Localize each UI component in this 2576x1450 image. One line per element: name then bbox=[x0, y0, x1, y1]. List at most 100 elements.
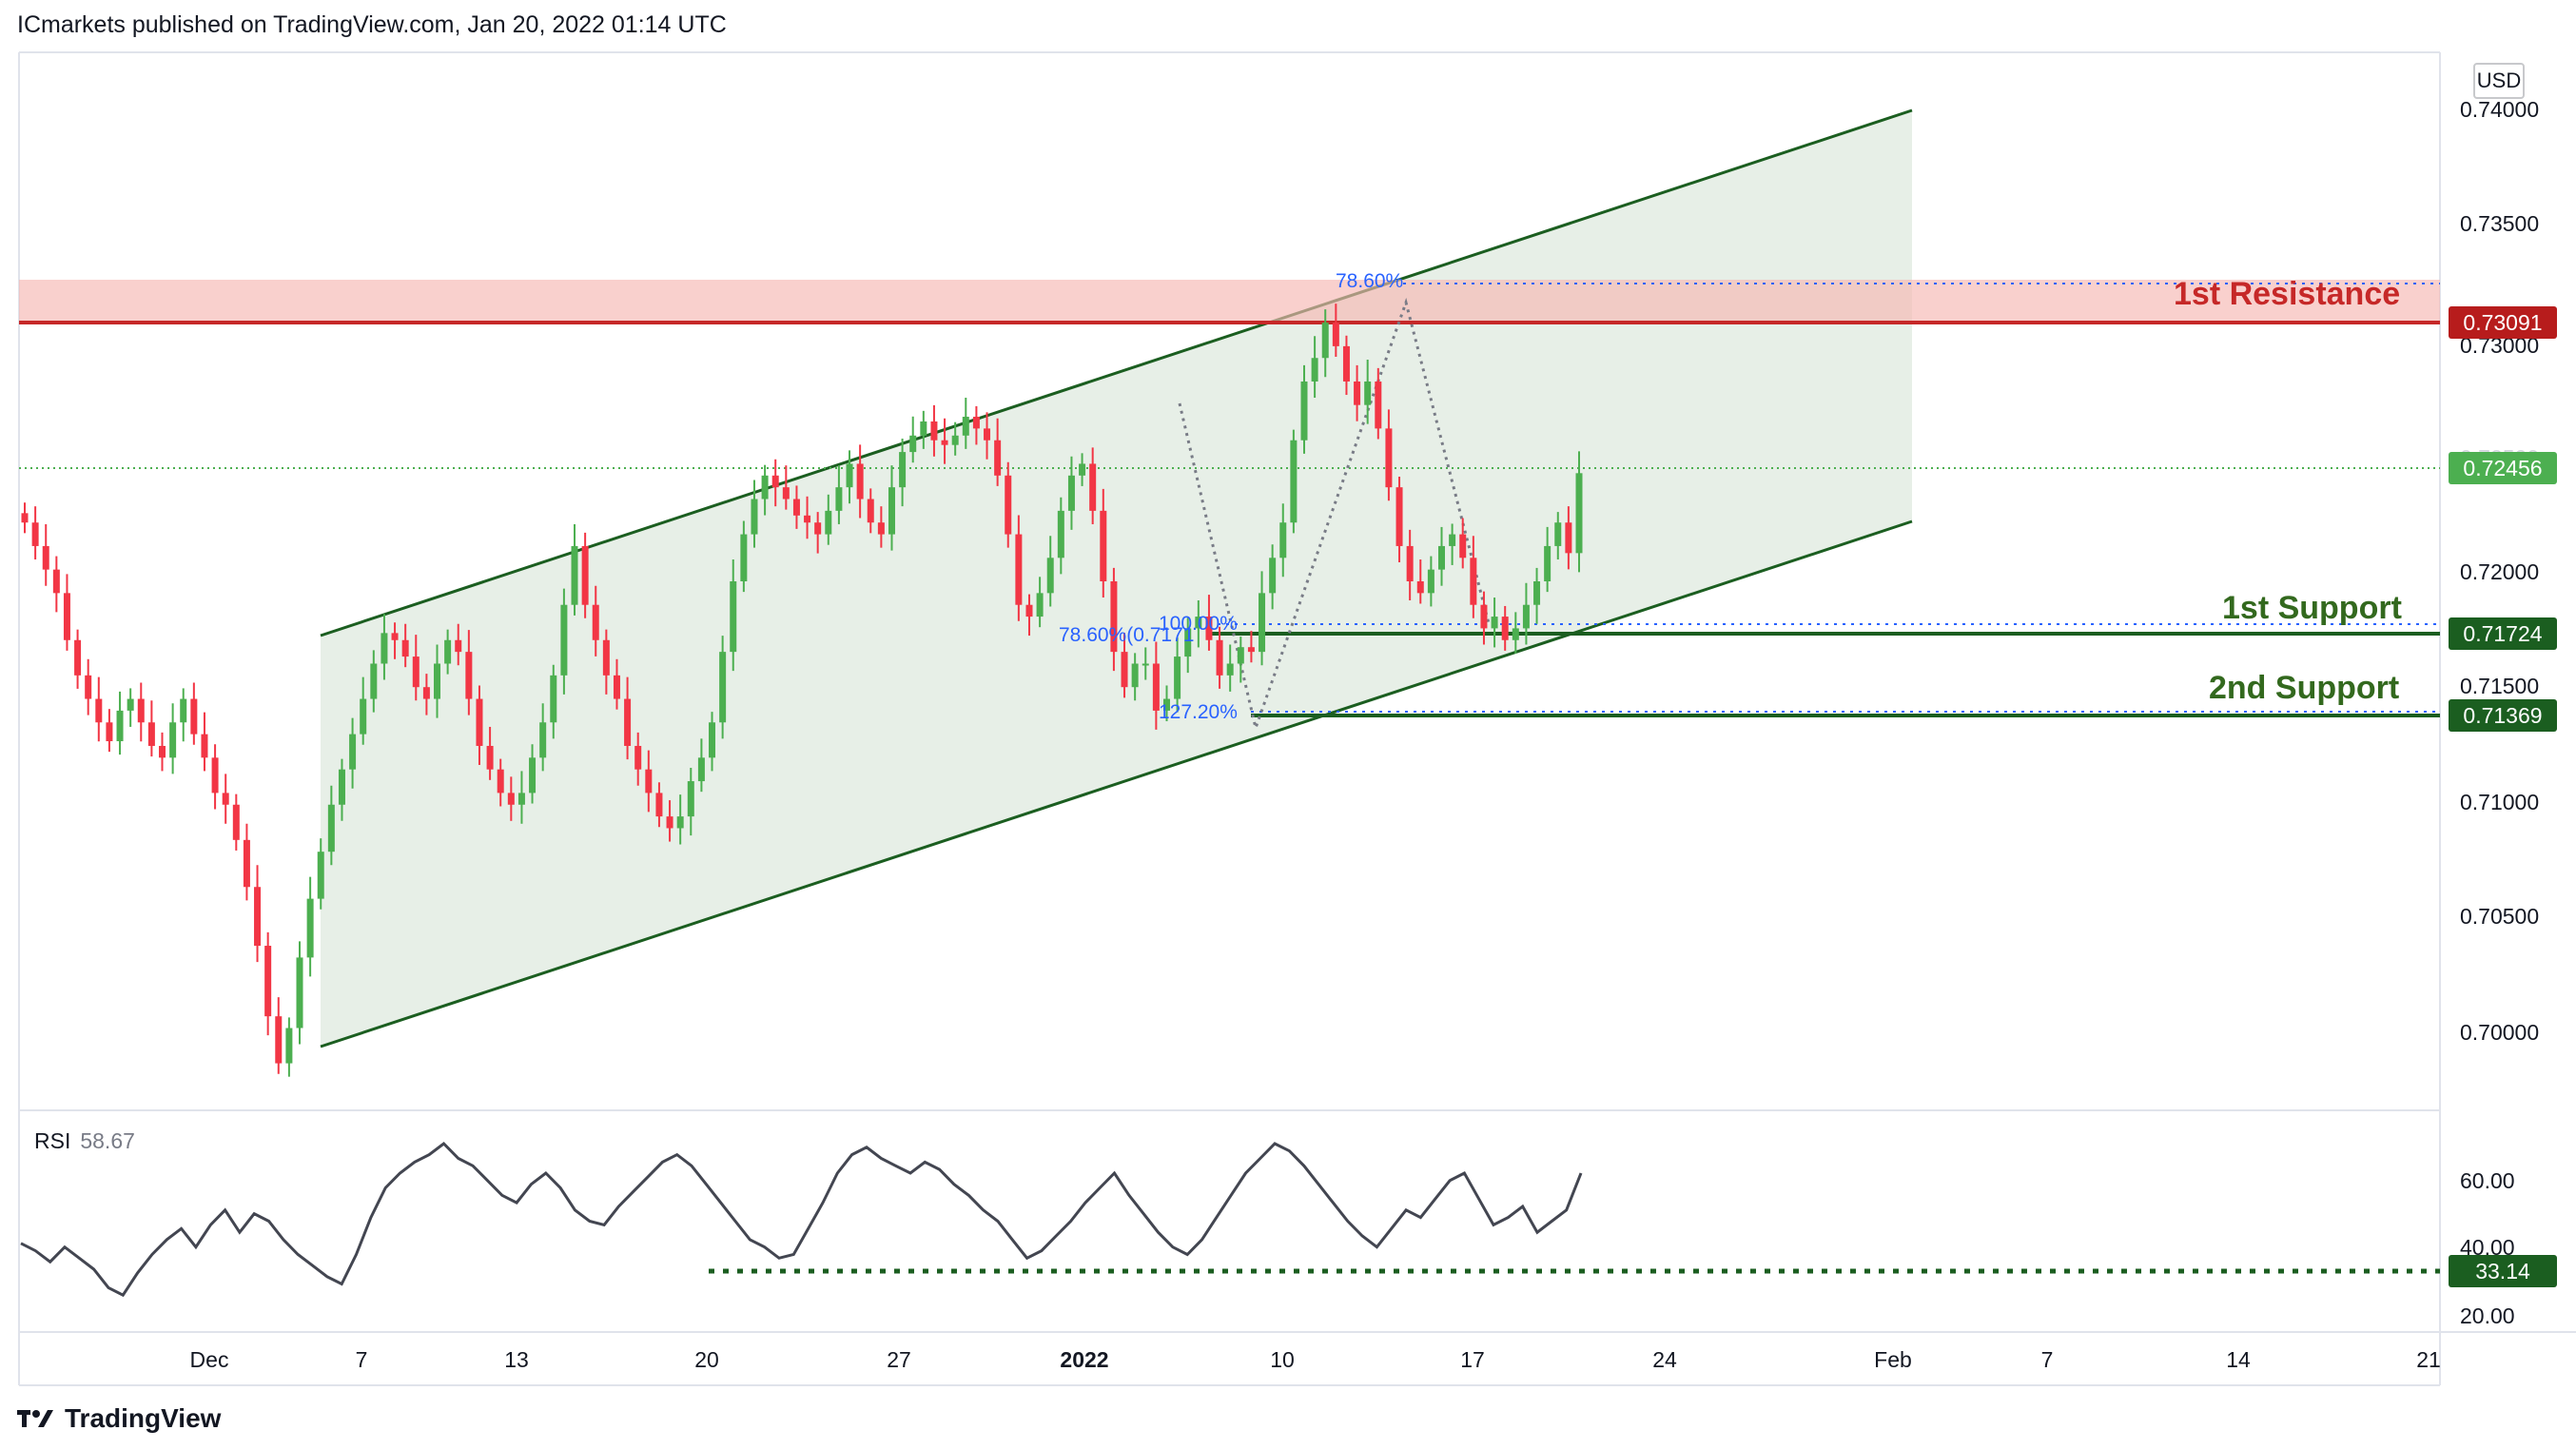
candle-body bbox=[1079, 463, 1086, 476]
candle-body bbox=[422, 687, 430, 699]
candle-body bbox=[52, 569, 60, 594]
candle-body bbox=[1342, 345, 1350, 382]
tradingview-logo[interactable]: TradingView bbox=[17, 1402, 221, 1435]
candle-body bbox=[465, 652, 473, 699]
candle-body bbox=[962, 417, 969, 436]
candle-body bbox=[63, 593, 70, 640]
publish-header: ICmarkets published on TradingView.com, … bbox=[17, 11, 727, 38]
candle-body bbox=[676, 816, 684, 829]
candle-body bbox=[169, 722, 177, 758]
candle-body bbox=[401, 639, 409, 657]
candle-body bbox=[232, 804, 240, 840]
candle-body bbox=[1332, 323, 1339, 346]
y-tick: 0.70500 bbox=[2460, 904, 2540, 929]
candle-body bbox=[31, 522, 39, 546]
candle-body bbox=[899, 452, 907, 488]
candlestick-series bbox=[21, 304, 1583, 1077]
candle-body bbox=[455, 639, 462, 653]
candle-body bbox=[771, 475, 779, 488]
candle-body bbox=[1237, 647, 1244, 664]
tradingview-logo-text: TradingView bbox=[65, 1403, 222, 1433]
candle-body bbox=[867, 499, 874, 523]
candle-body bbox=[1575, 473, 1583, 554]
x-tick: 13 bbox=[504, 1347, 529, 1372]
x-tick: 27 bbox=[887, 1347, 911, 1372]
candle-body bbox=[930, 421, 938, 441]
candle-body bbox=[624, 698, 632, 746]
candle-body bbox=[264, 946, 272, 1017]
fib-100-label: 100.00% bbox=[1159, 613, 1238, 635]
candle-body bbox=[1089, 463, 1097, 511]
candle-body bbox=[1131, 663, 1139, 688]
y-tick: 0.71000 bbox=[2460, 790, 2540, 814]
candle-body bbox=[222, 793, 229, 805]
candle-body bbox=[42, 545, 49, 570]
candle-body bbox=[1279, 522, 1287, 558]
candle-body bbox=[1395, 487, 1403, 546]
candle-body bbox=[1121, 652, 1128, 688]
candle-body bbox=[1321, 323, 1329, 359]
candle-body bbox=[190, 698, 198, 735]
candle-body bbox=[613, 675, 620, 699]
candle-body bbox=[1354, 381, 1361, 405]
candle-body bbox=[761, 475, 769, 500]
candle-body bbox=[1416, 581, 1424, 594]
candle-body bbox=[180, 698, 187, 723]
candle-body bbox=[338, 769, 345, 805]
candle-body bbox=[497, 769, 504, 794]
candle-body bbox=[835, 487, 843, 511]
candle-body bbox=[550, 675, 557, 723]
candle-body bbox=[1565, 522, 1572, 554]
candle-body bbox=[740, 534, 748, 581]
candle-body bbox=[476, 698, 483, 746]
channel-fill bbox=[321, 110, 1912, 1047]
candle-body bbox=[920, 421, 927, 436]
y-tick: 0.70000 bbox=[2460, 1020, 2540, 1045]
candle-body bbox=[327, 804, 335, 852]
fib-1272-label: 127.20% bbox=[1159, 701, 1238, 723]
candle-body bbox=[792, 499, 800, 516]
candle-body bbox=[1015, 534, 1023, 605]
current-price-tag: 0.72456 bbox=[2449, 452, 2557, 484]
rsi-level-tag: 33.14 bbox=[2449, 1255, 2557, 1287]
currency-button[interactable]: USD bbox=[2473, 63, 2525, 99]
candle-body bbox=[984, 428, 991, 441]
candle-body bbox=[360, 698, 367, 735]
candle-body bbox=[1046, 558, 1054, 594]
candle-body bbox=[106, 722, 113, 742]
candle-body bbox=[21, 513, 29, 523]
candle-body bbox=[507, 793, 515, 805]
x-tick: 14 bbox=[2226, 1347, 2251, 1372]
y-tick: 0.71500 bbox=[2460, 674, 2540, 698]
candle-body bbox=[751, 499, 758, 535]
candle-body bbox=[856, 463, 864, 500]
candle-body bbox=[1501, 617, 1509, 640]
support1-label: 1st Support bbox=[2222, 590, 2402, 626]
rsi-line bbox=[20, 1142, 1583, 1298]
candle-body bbox=[1269, 558, 1277, 594]
candle-body bbox=[391, 633, 399, 640]
candle-body bbox=[825, 510, 832, 535]
support2-label: 2nd Support bbox=[2209, 670, 2400, 706]
candle-body bbox=[159, 745, 166, 758]
candle-body bbox=[951, 435, 959, 445]
rsi-legend[interactable]: RSI 58.67 bbox=[34, 1128, 135, 1154]
candle-body bbox=[74, 639, 82, 676]
candle-body bbox=[1110, 581, 1118, 653]
candle-body bbox=[1406, 545, 1414, 581]
candle-body bbox=[486, 745, 494, 770]
candle-body bbox=[1544, 545, 1551, 581]
candle-body bbox=[1554, 522, 1562, 546]
candle-body bbox=[147, 722, 155, 746]
x-tick: 7 bbox=[2040, 1347, 2054, 1372]
x-tick: 17 bbox=[1460, 1347, 1485, 1372]
candle-body bbox=[539, 722, 547, 758]
x-tick: 24 bbox=[1652, 1347, 1677, 1372]
candle-body bbox=[1480, 604, 1488, 629]
candle-body bbox=[1459, 534, 1467, 558]
x-tick: 21 bbox=[2416, 1347, 2441, 1372]
candle-body bbox=[1036, 593, 1044, 617]
candle-body bbox=[560, 604, 568, 676]
candle-body bbox=[517, 793, 525, 805]
